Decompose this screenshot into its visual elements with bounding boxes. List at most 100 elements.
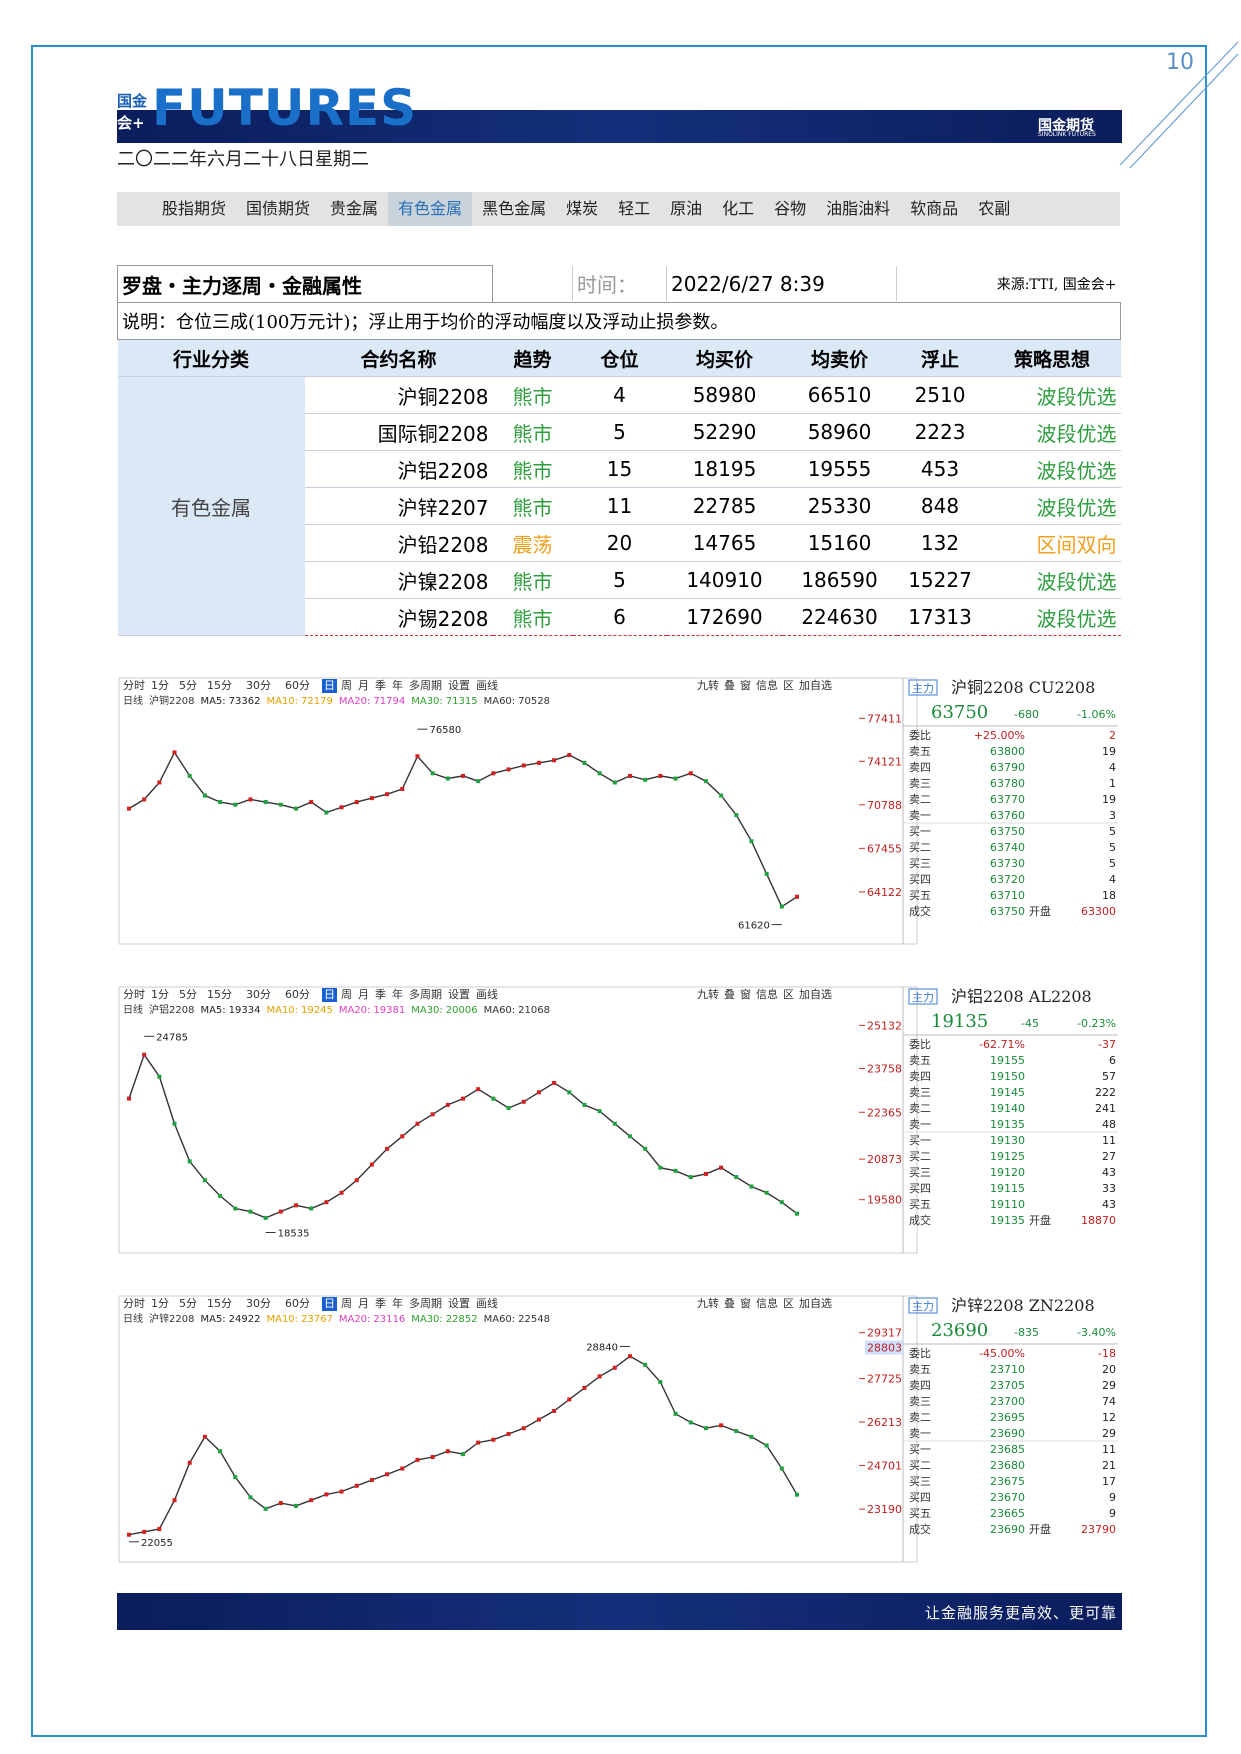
book-label: 买四	[909, 1491, 931, 1504]
toolbar-tool[interactable]: 区	[783, 988, 794, 1001]
toolbar-tool[interactable]: 信息	[756, 987, 778, 1001]
toolbar-item[interactable]: 日	[324, 1297, 335, 1310]
table-cell: 172690	[666, 598, 783, 636]
toolbar-item[interactable]: 设置	[448, 988, 470, 1001]
column-header: 趋势	[492, 339, 573, 377]
price-dot	[157, 780, 162, 785]
toolbar-item[interactable]: 1分	[151, 1297, 169, 1310]
book-price: 63710	[990, 889, 1025, 902]
toolbar-item[interactable]: 5分	[179, 988, 197, 1001]
toolbar-item[interactable]: 设置	[448, 1297, 470, 1310]
toolbar-item[interactable]: 多周期	[409, 678, 442, 692]
toolbar-item[interactable]: 30分	[246, 988, 271, 1001]
ma-value: 19381	[373, 1005, 405, 1016]
toolbar-item[interactable]: 季	[375, 679, 386, 692]
toolbar-tool[interactable]: 加自选	[799, 679, 832, 692]
book-volume: 18	[1102, 889, 1116, 902]
nav-tab: 软商品	[910, 199, 959, 218]
toolbar-item[interactable]: 日	[324, 679, 335, 692]
toolbar-item[interactable]: 15分	[207, 1297, 232, 1310]
table-cell: 15	[572, 450, 667, 488]
toolbar-tool[interactable]: 信息	[756, 678, 778, 692]
price-dot	[218, 800, 223, 805]
toolbar-tool[interactable]: 窗	[740, 987, 751, 1001]
toolbar-item[interactable]: 1分	[151, 679, 169, 692]
price-dot	[461, 1096, 465, 1101]
toolbar-tool[interactable]: 区	[783, 679, 794, 692]
price-dot	[233, 802, 238, 807]
toolbar-item[interactable]: 1分	[151, 988, 169, 1001]
price-dot	[795, 894, 799, 899]
book-label: 买三	[909, 1475, 931, 1488]
quote-price: 23690	[931, 1320, 988, 1341]
quote-tag: 主力	[912, 682, 934, 695]
toolbar-item[interactable]: 季	[375, 988, 386, 1001]
toolbar-item[interactable]: 30分	[246, 679, 271, 692]
toolbar-item[interactable]: 周	[341, 679, 352, 692]
toolbar-item[interactable]: 60分	[285, 988, 310, 1001]
toolbar-tool[interactable]: 窗	[740, 1296, 751, 1310]
book-price: 19140	[990, 1102, 1025, 1115]
toolbar-item[interactable]: 多周期	[409, 1296, 442, 1310]
toolbar-item[interactable]: 60分	[285, 679, 310, 692]
toolbar-tool[interactable]: 叠	[724, 1297, 735, 1310]
y-tick-label: 24701	[867, 1460, 902, 1473]
table-cell: 15227	[896, 561, 984, 599]
toolbar-item[interactable]: 画线	[476, 987, 498, 1001]
nav-tab: 原油	[670, 199, 703, 218]
toolbar-item[interactable]: 画线	[476, 678, 498, 692]
toolbar-tool[interactable]: 叠	[724, 988, 735, 1001]
toolbar-tool[interactable]: 九转	[697, 1296, 719, 1310]
price-dot	[779, 1466, 784, 1471]
price-dot	[172, 750, 177, 755]
toolbar-tool[interactable]: 叠	[724, 679, 735, 692]
price-dot	[597, 771, 602, 776]
toolbar-item[interactable]: 多周期	[409, 987, 442, 1001]
toolbar-tool[interactable]: 区	[783, 1297, 794, 1310]
price-dot	[658, 773, 663, 778]
toolbar-item[interactable]: 分时	[123, 679, 145, 692]
toolbar-item[interactable]: 画线	[476, 1296, 498, 1310]
toolbar-tool[interactable]: 九转	[697, 987, 719, 1001]
toolbar-item[interactable]: 周	[341, 1297, 352, 1310]
toolbar-item[interactable]: 月	[358, 679, 369, 692]
toolbar-tool[interactable]: 九转	[697, 678, 719, 692]
stock-chart: 分时 1分 5分 15分 30分 60分日周月季年多周期 设置 画线 九转叠窗信息区加自选日线沪…	[118, 677, 1118, 945]
toolbar-tool[interactable]: 加自选	[799, 1297, 832, 1310]
quote-price: 19135	[931, 1011, 988, 1032]
price-dot	[445, 1449, 450, 1454]
price-dot	[749, 839, 754, 844]
y-tick-label: 26213	[867, 1416, 902, 1429]
toolbar-item[interactable]: 5分	[179, 679, 197, 692]
toolbar-tool[interactable]: 窗	[740, 678, 751, 692]
y-tick-label: 29317	[867, 1327, 902, 1340]
toolbar-item[interactable]: 月	[358, 988, 369, 1001]
toolbar-tool[interactable]: 加自选	[799, 988, 832, 1001]
book-label: 卖四	[909, 1379, 931, 1392]
toolbar-tool[interactable]: 信息	[756, 1296, 778, 1310]
toolbar-item[interactable]: 设置	[448, 679, 470, 692]
toolbar-item[interactable]: 分时	[123, 1297, 145, 1310]
toolbar-item[interactable]: 60分	[285, 1297, 310, 1310]
nav-tab: 有色金属	[388, 192, 473, 226]
toolbar-item[interactable]: 30分	[246, 1297, 271, 1310]
toolbar-item[interactable]: 周	[341, 988, 352, 1001]
book-price: 63730	[990, 857, 1025, 870]
book-label: 买二	[909, 1150, 931, 1163]
toolbar-item[interactable]: 季	[375, 1297, 386, 1310]
book-volume: 57	[1102, 1070, 1116, 1083]
toolbar-item[interactable]: 15分	[207, 679, 232, 692]
toolbar-item[interactable]: 年	[392, 1296, 403, 1310]
quote-price: 63750	[931, 702, 988, 723]
toolbar-item[interactable]: 年	[392, 678, 403, 692]
toolbar-item[interactable]: 日	[324, 988, 335, 1001]
toolbar-item[interactable]: 15分	[207, 988, 232, 1001]
toolbar-item[interactable]: 5分	[179, 1297, 197, 1310]
toolbar-item[interactable]: 年	[392, 987, 403, 1001]
toolbar-item[interactable]: 分时	[123, 988, 145, 1001]
toolbar-item[interactable]: 月	[358, 1297, 369, 1310]
book-volume: 12	[1102, 1411, 1116, 1424]
open-label: 开盘	[1029, 1213, 1051, 1227]
ma-name: MA10:	[266, 1005, 298, 1016]
